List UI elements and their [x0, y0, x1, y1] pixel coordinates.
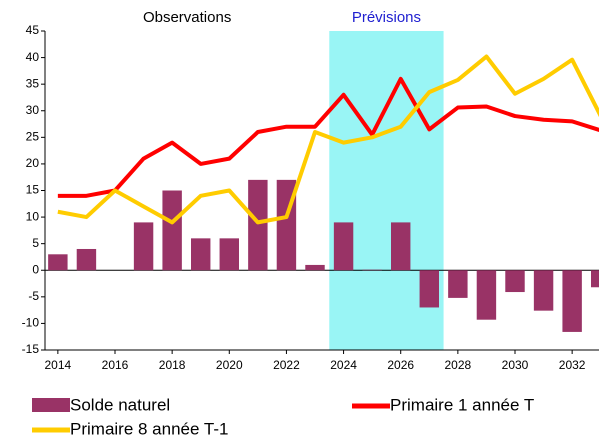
bar	[248, 179, 268, 271]
y-tick-label: 5	[32, 236, 39, 250]
x-tick-label: 2022	[273, 358, 300, 372]
bar	[333, 222, 354, 271]
bar	[448, 270, 468, 298]
bar	[305, 264, 325, 271]
bar	[191, 238, 211, 271]
annotation: Prévisions	[352, 9, 421, 26]
y-tick-label: 20	[26, 156, 40, 170]
bar	[391, 222, 411, 271]
y-tick-label: 45	[26, 23, 40, 37]
legend-label: Primaire 8 année T-1	[70, 419, 228, 438]
y-tick-label: 35	[26, 76, 40, 90]
legend-label: Solde naturel	[70, 395, 170, 414]
y-tick-label: -5	[28, 289, 39, 303]
bar	[219, 238, 239, 271]
bar	[362, 269, 382, 271]
x-tick-label: 2024	[330, 358, 357, 372]
annotation: Observations	[143, 9, 231, 26]
x-tick-label: 2030	[502, 358, 529, 372]
bar	[48, 254, 68, 271]
bar	[76, 248, 97, 271]
y-tick-label: 15	[26, 183, 40, 197]
x-tick-label: 2020	[216, 358, 243, 372]
x-tick-label: 2028	[445, 358, 472, 372]
y-tick-label: 10	[26, 209, 40, 223]
y-tick-label: -15	[22, 342, 40, 356]
legend-label: Primaire 1 année T	[390, 395, 534, 414]
bar	[162, 190, 182, 271]
x-tick-label: 2018	[159, 358, 186, 372]
y-tick-label: 25	[26, 130, 40, 144]
bar	[419, 270, 439, 308]
bar	[476, 270, 497, 320]
line	[57, 54, 599, 225]
line	[57, 76, 599, 198]
legend-swatch	[32, 398, 70, 412]
x-tick-label: 2016	[102, 358, 129, 372]
bar	[591, 270, 599, 288]
y-tick-label: -10	[22, 316, 40, 330]
bar	[533, 270, 554, 311]
y-tick-label: 0	[32, 262, 39, 276]
y-tick-label: 30	[26, 103, 40, 117]
bar	[505, 270, 525, 293]
x-tick-label: 2032	[559, 358, 586, 372]
bar	[562, 270, 582, 332]
bar	[133, 222, 154, 271]
y-tick-label: 40	[26, 50, 40, 64]
x-tick-label: 2026	[387, 358, 414, 372]
x-tick-label: 2014	[45, 358, 72, 372]
